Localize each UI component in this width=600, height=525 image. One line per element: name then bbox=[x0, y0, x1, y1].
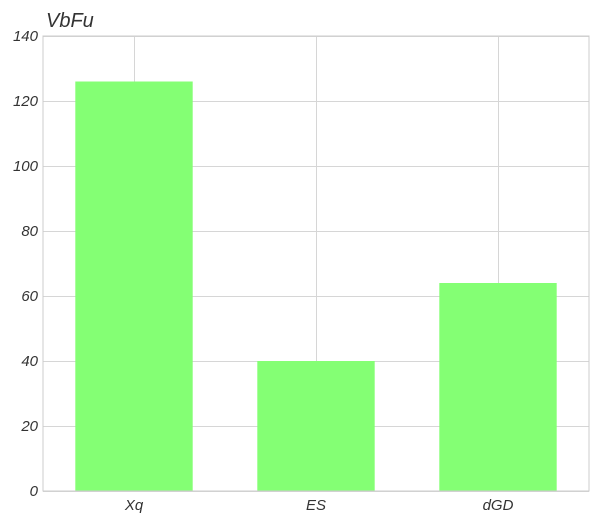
bars bbox=[75, 81, 557, 491]
bar-Xq bbox=[75, 81, 193, 491]
x-axis-ticks: Xq ES dGD bbox=[124, 497, 514, 514]
bar-ES bbox=[257, 361, 375, 491]
y-tick-label: 100 bbox=[13, 158, 39, 175]
y-tick-label: 0 bbox=[30, 483, 39, 500]
y-tick-label: 20 bbox=[20, 418, 38, 435]
x-tick-label: dGD bbox=[483, 497, 514, 514]
y-tick-label: 80 bbox=[21, 223, 38, 240]
y-axis-ticks: 0 20 40 60 80 100 120 140 bbox=[13, 28, 39, 500]
plot-frame bbox=[42, 35, 590, 492]
y-tick-label: 60 bbox=[21, 288, 38, 305]
y-tick-label: 120 bbox=[13, 93, 39, 110]
bar-dGD bbox=[439, 283, 557, 491]
y-tick-label: 140 bbox=[13, 28, 39, 45]
x-tick-label: ES bbox=[306, 497, 326, 514]
chart-title: VbFu bbox=[46, 10, 94, 32]
y-tick-label: 40 bbox=[21, 353, 38, 370]
x-tick-label: Xq bbox=[124, 497, 144, 514]
